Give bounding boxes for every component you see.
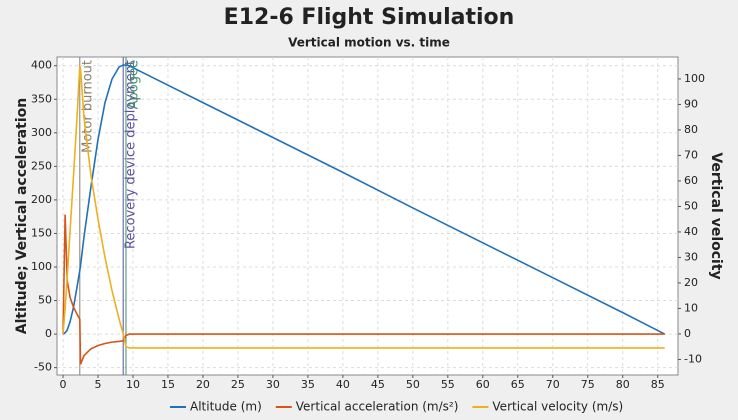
y-tick-label: 0 — [45, 327, 52, 340]
y2-tick-label: 80 — [684, 123, 698, 136]
x-tick-label: 25 — [231, 378, 245, 391]
y2-tick-label: 30 — [684, 250, 698, 263]
series-line — [62, 64, 666, 335]
y2-tick-label: 10 — [684, 301, 698, 314]
event-label: Motor burnout — [80, 60, 95, 153]
y2-tick-label: 90 — [684, 97, 698, 110]
x-tick-label: 45 — [371, 378, 385, 391]
y2-tick-label: 100 — [684, 72, 705, 85]
y-tick-label: 150 — [31, 226, 52, 239]
x-tick-label: 0 — [60, 378, 67, 391]
legend-label: Vertical velocity (m/s) — [492, 400, 623, 414]
y2-tick-label: 60 — [684, 174, 698, 187]
y-tick-label: 400 — [31, 59, 52, 72]
legend-label: Altitude (m) — [190, 400, 262, 414]
series-line — [62, 214, 665, 365]
chart-subtitle: Vertical motion vs. time — [288, 36, 450, 50]
x-tick-label: 80 — [616, 378, 630, 391]
y2-axis-label: Vertical velocity — [708, 152, 724, 279]
y2-tick-label: 40 — [684, 225, 698, 238]
x-tick-label: 65 — [511, 378, 525, 391]
x-tick-label: 15 — [161, 378, 175, 391]
x-tick-label: 40 — [336, 378, 350, 391]
x-tick-label: 10 — [126, 378, 140, 391]
y2-tick-label: 70 — [684, 148, 698, 161]
chart-title: E12-6 Flight Simulation — [224, 5, 515, 30]
plot-area — [56, 56, 679, 376]
x-tick-label: 85 — [651, 378, 665, 391]
y-tick-label: 50 — [38, 294, 52, 307]
x-tick-label: 35 — [301, 378, 315, 391]
x-tick-label: 50 — [406, 378, 420, 391]
x-tick-label: 55 — [441, 378, 455, 391]
y-tick-label: -50 — [34, 361, 52, 374]
x-tick-label: 5 — [94, 378, 101, 391]
y2-tick-label: 50 — [684, 199, 698, 212]
y2-tick-label: 0 — [684, 327, 691, 340]
legend-label: Vertical acceleration (m/s²) — [296, 400, 459, 414]
y2-tick-label: -10 — [684, 352, 702, 365]
y-axis-label: Altitude; Vertical acceleration — [14, 98, 30, 334]
y-tick-label: 250 — [31, 159, 52, 172]
x-tick-label: 70 — [546, 378, 560, 391]
y-tick-label: 100 — [31, 260, 52, 273]
x-tick-label: 30 — [266, 378, 280, 391]
y-tick-label: 300 — [31, 126, 52, 139]
y2-tick-label: 20 — [684, 276, 698, 289]
event-label: Apogee — [126, 60, 141, 109]
x-tick-label: 60 — [476, 378, 490, 391]
y-tick-label: 200 — [31, 193, 52, 206]
y-tick-label: 350 — [31, 92, 52, 105]
event-label: Recovery device deployment — [124, 60, 139, 249]
x-tick-label: 75 — [581, 378, 595, 391]
series-line — [62, 65, 665, 349]
x-tick-label: 20 — [196, 378, 210, 391]
